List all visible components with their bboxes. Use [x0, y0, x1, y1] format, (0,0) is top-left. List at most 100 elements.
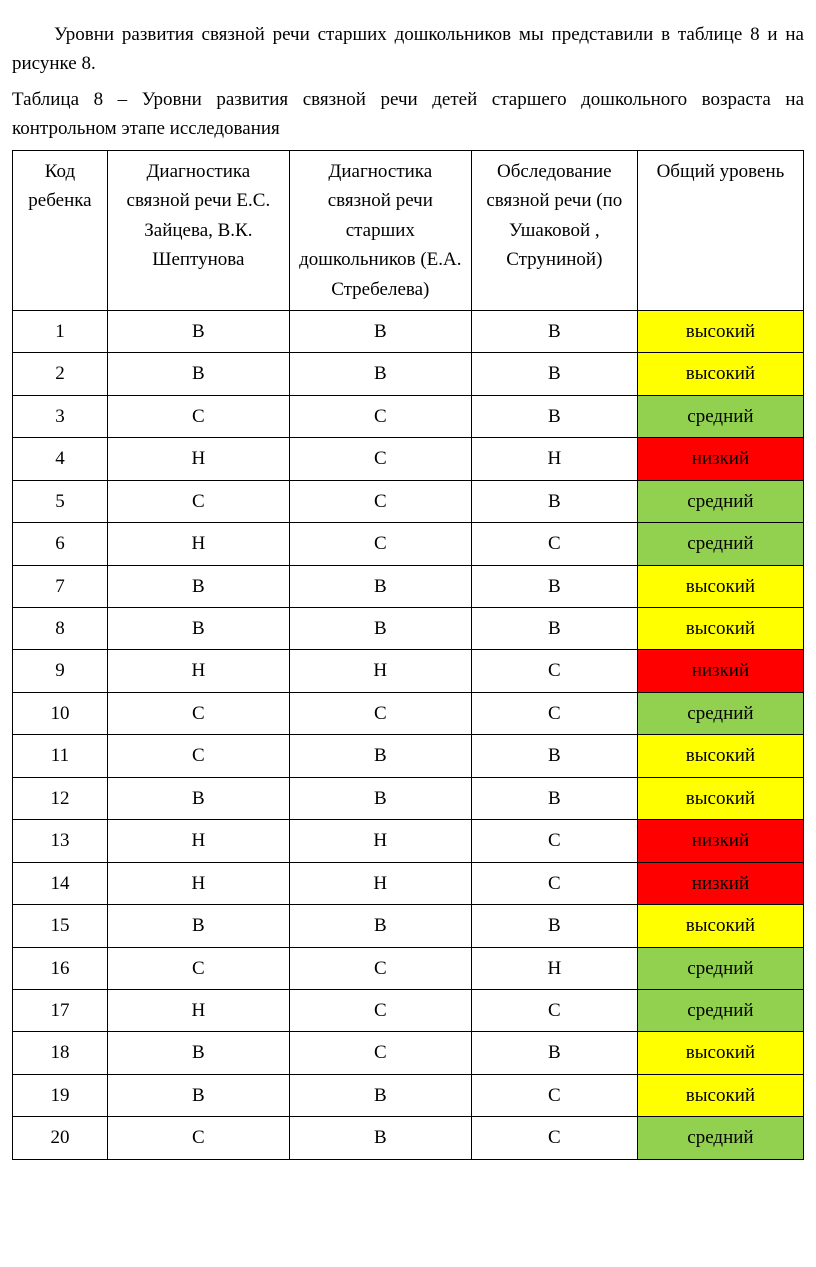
- data-cell: В: [471, 1032, 637, 1074]
- data-cell: С: [471, 862, 637, 904]
- overall-level-cell: средний: [637, 480, 803, 522]
- overall-level-cell: низкий: [637, 862, 803, 904]
- data-cell: В: [289, 1074, 471, 1116]
- overall-level-cell: высокий: [637, 353, 803, 395]
- data-cell: 20: [13, 1117, 108, 1159]
- table-row: 9ННСнизкий: [13, 650, 804, 692]
- data-cell: В: [107, 353, 289, 395]
- header-diag2: Диагностика связной речи старших дошколь…: [289, 150, 471, 310]
- data-cell: С: [289, 523, 471, 565]
- overall-level-cell: высокий: [637, 565, 803, 607]
- intro-paragraph: Уровни развития связной речи старших дош…: [12, 20, 804, 79]
- overall-level-cell: высокий: [637, 1074, 803, 1116]
- levels-table: Код ребенка Диагностика связной речи Е.С…: [12, 150, 804, 1160]
- table-row: 17НССсредний: [13, 989, 804, 1031]
- data-cell: 8: [13, 608, 108, 650]
- data-cell: В: [289, 735, 471, 777]
- data-cell: В: [471, 777, 637, 819]
- data-cell: С: [107, 735, 289, 777]
- data-cell: С: [289, 1032, 471, 1074]
- overall-level-cell: высокий: [637, 905, 803, 947]
- table-row: 10СССсредний: [13, 692, 804, 734]
- data-cell: Н: [289, 862, 471, 904]
- data-cell: В: [471, 353, 637, 395]
- data-cell: В: [289, 310, 471, 352]
- overall-level-cell: средний: [637, 947, 803, 989]
- data-cell: Н: [471, 947, 637, 989]
- data-cell: 13: [13, 820, 108, 862]
- data-cell: В: [107, 565, 289, 607]
- data-cell: С: [107, 947, 289, 989]
- data-cell: В: [471, 905, 637, 947]
- data-cell: С: [471, 820, 637, 862]
- data-cell: С: [471, 650, 637, 692]
- table-row: 18ВСВвысокий: [13, 1032, 804, 1074]
- data-cell: Н: [471, 438, 637, 480]
- data-cell: В: [107, 608, 289, 650]
- table-row: 5ССВсредний: [13, 480, 804, 522]
- table-row: 19ВВСвысокий: [13, 1074, 804, 1116]
- table-caption: Таблица 8 – Уровни развития связной речи…: [12, 85, 804, 144]
- data-cell: 18: [13, 1032, 108, 1074]
- data-cell: С: [289, 989, 471, 1031]
- table-row: 2ВВВвысокий: [13, 353, 804, 395]
- data-cell: 15: [13, 905, 108, 947]
- data-cell: В: [107, 1074, 289, 1116]
- data-cell: В: [107, 905, 289, 947]
- data-cell: Н: [107, 523, 289, 565]
- table-body: 1ВВВвысокий2ВВВвысокий3ССВсредний4НСНниз…: [13, 310, 804, 1159]
- data-cell: В: [471, 480, 637, 522]
- table-row: 20СВСсредний: [13, 1117, 804, 1159]
- header-diag1: Диагностика связной речи Е.С. Зайцева, В…: [107, 150, 289, 310]
- table-row: 8ВВВвысокий: [13, 608, 804, 650]
- overall-level-cell: высокий: [637, 608, 803, 650]
- data-cell: Н: [107, 989, 289, 1031]
- data-cell: Н: [107, 438, 289, 480]
- overall-level-cell: низкий: [637, 650, 803, 692]
- table-row: 4НСНнизкий: [13, 438, 804, 480]
- data-cell: В: [289, 1117, 471, 1159]
- data-cell: 10: [13, 692, 108, 734]
- data-cell: 17: [13, 989, 108, 1031]
- data-cell: 11: [13, 735, 108, 777]
- data-cell: В: [289, 608, 471, 650]
- data-cell: 9: [13, 650, 108, 692]
- data-cell: 5: [13, 480, 108, 522]
- overall-level-cell: низкий: [637, 438, 803, 480]
- data-cell: В: [289, 565, 471, 607]
- data-cell: 2: [13, 353, 108, 395]
- data-cell: В: [471, 395, 637, 437]
- data-cell: В: [471, 310, 637, 352]
- table-row: 16ССНсредний: [13, 947, 804, 989]
- data-cell: Н: [289, 820, 471, 862]
- data-cell: В: [471, 608, 637, 650]
- table-row: 14ННСнизкий: [13, 862, 804, 904]
- data-cell: 12: [13, 777, 108, 819]
- table-row: 15ВВВвысокий: [13, 905, 804, 947]
- data-cell: С: [289, 692, 471, 734]
- data-cell: С: [289, 480, 471, 522]
- header-code: Код ребенка: [13, 150, 108, 310]
- data-cell: В: [289, 905, 471, 947]
- data-cell: С: [471, 692, 637, 734]
- data-cell: В: [289, 353, 471, 395]
- data-cell: С: [471, 1117, 637, 1159]
- data-cell: С: [289, 947, 471, 989]
- table-row: 12ВВВвысокий: [13, 777, 804, 819]
- data-cell: 14: [13, 862, 108, 904]
- data-cell: С: [471, 989, 637, 1031]
- overall-level-cell: высокий: [637, 310, 803, 352]
- overall-level-cell: средний: [637, 1117, 803, 1159]
- data-cell: Н: [107, 820, 289, 862]
- data-cell: 16: [13, 947, 108, 989]
- table-row: 7ВВВвысокий: [13, 565, 804, 607]
- overall-level-cell: низкий: [637, 820, 803, 862]
- data-cell: С: [107, 692, 289, 734]
- overall-level-cell: средний: [637, 692, 803, 734]
- data-cell: С: [471, 523, 637, 565]
- header-overall: Общий уровень: [637, 150, 803, 310]
- table-row: 1ВВВвысокий: [13, 310, 804, 352]
- data-cell: В: [289, 777, 471, 819]
- data-cell: Н: [289, 650, 471, 692]
- data-cell: 6: [13, 523, 108, 565]
